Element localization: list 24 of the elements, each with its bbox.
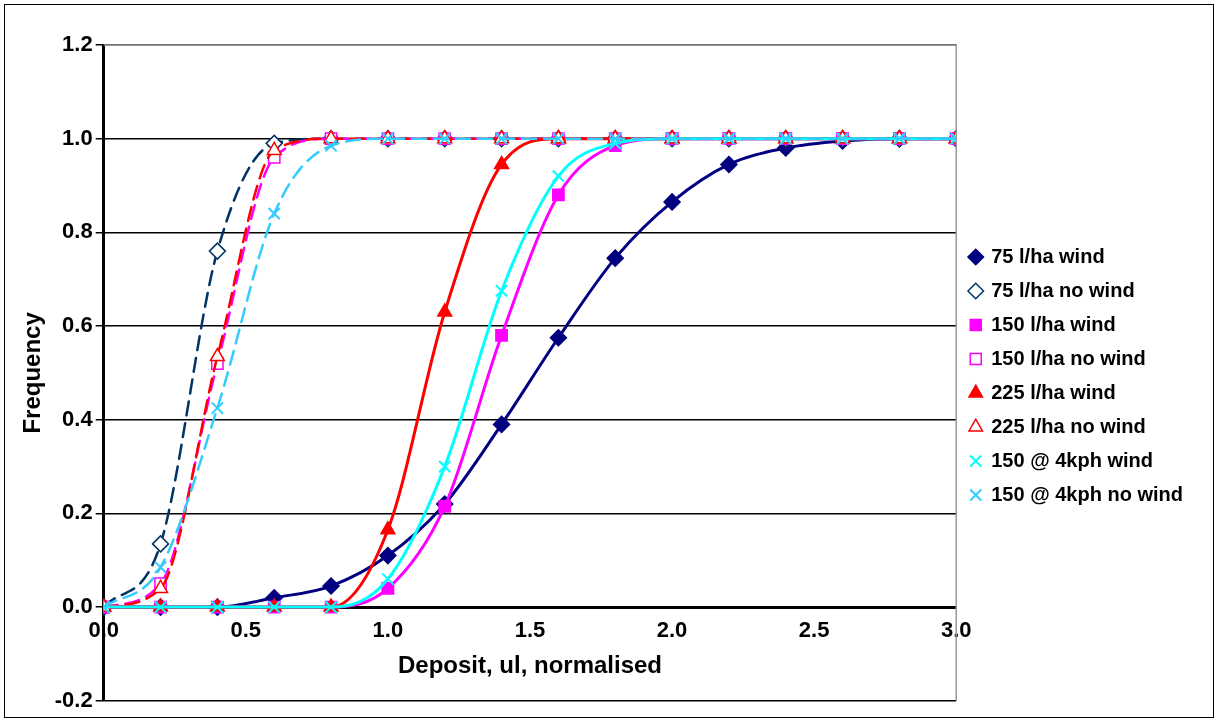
y-tick-label: 0.0 <box>62 593 93 619</box>
legend-label: 225 l/ha wind <box>991 380 1116 403</box>
x-axis-title: Deposit, ul, normalised <box>397 650 662 678</box>
x-tick-label: 2.0 <box>656 617 688 643</box>
x-tick-label: 1.0 <box>372 617 404 643</box>
legend-label: 150 @ 4kph wind <box>991 448 1154 471</box>
legend-label: 150 @ 4kph no wind <box>991 482 1184 505</box>
y-axis-title: Frequency <box>18 311 46 434</box>
x-tick-label: 1.5 <box>514 617 546 643</box>
legend-label: 75 l/ha wind <box>991 244 1105 267</box>
y-tick-label: 1.0 <box>62 124 93 150</box>
legend-label: 75 l/ha no wind <box>991 278 1135 301</box>
y-tick-label: 0.4 <box>62 405 94 431</box>
legend-label: 225 l/ha no wind <box>991 414 1146 437</box>
x-tick-label: 2.5 <box>798 617 830 643</box>
x-tick-label: 3.0 <box>940 617 972 643</box>
y-tick-label: 0.2 <box>62 499 93 525</box>
y-tick-label: 1.2 <box>62 31 93 57</box>
y-tick-label: -0.2 <box>54 686 93 712</box>
legend-label: 150 l/ha wind <box>991 312 1116 335</box>
legend-label: 150 l/ha no wind <box>991 346 1146 369</box>
y-tick-label: 0.6 <box>62 312 93 338</box>
x-tick-label: 0.5 <box>230 617 262 643</box>
y-tick-label: 0.8 <box>62 218 93 244</box>
